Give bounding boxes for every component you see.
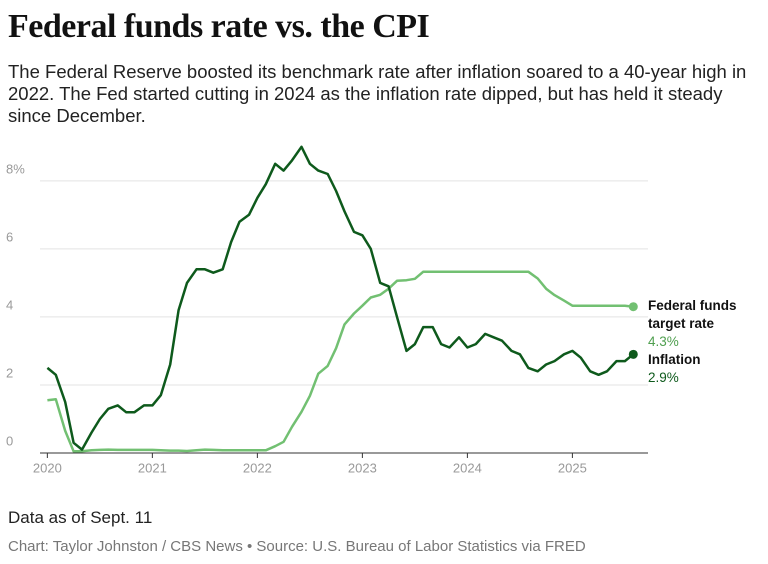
x-tick-label: 2020 xyxy=(33,460,62,475)
value-label: 4.3% xyxy=(648,333,679,349)
x-tick-label: 2023 xyxy=(348,460,377,475)
y-tick-label: 0 xyxy=(6,433,13,448)
y-tick-label: 6 xyxy=(6,229,13,244)
end-dot xyxy=(628,302,638,312)
x-tick-label: 2024 xyxy=(453,460,482,475)
line xyxy=(47,270,634,453)
y-tick-label: 2 xyxy=(6,365,13,380)
y-tick-label: 4 xyxy=(6,297,13,312)
chart-title: Federal funds rate vs. the CPI xyxy=(8,8,430,45)
x-tick-label: 2025 xyxy=(558,460,587,475)
legend-label: Inflation xyxy=(648,352,701,368)
chart-subtitle: The Federal Reserve boosted its benchmar… xyxy=(8,61,747,126)
line xyxy=(46,145,635,451)
note: Data as of Sept. 11 xyxy=(8,508,153,527)
x-tick-label: 2021 xyxy=(138,460,167,475)
chart: 0 2 4 6 8% 2020 2021 2022 2023 2024 2025 xyxy=(6,145,648,475)
source: Chart: Taylor Johnston / CBS News • Sour… xyxy=(8,538,586,555)
value-label: 2.9% xyxy=(648,370,679,386)
y-tick-label: 8% xyxy=(6,161,25,176)
legend-label: Federal funds target rate xyxy=(648,297,737,331)
end-dot xyxy=(628,349,638,359)
x-tick-label: 2022 xyxy=(243,460,272,475)
